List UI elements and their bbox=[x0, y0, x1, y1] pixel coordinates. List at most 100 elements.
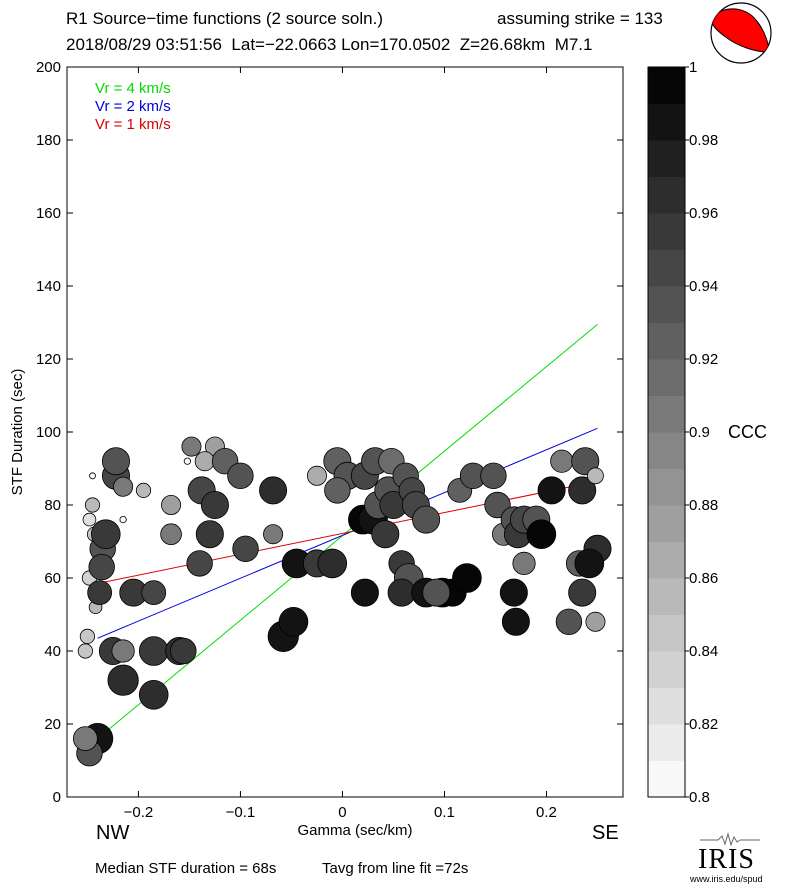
data-point bbox=[141, 580, 167, 605]
direction-left-label: NW bbox=[96, 822, 130, 844]
vr-line-1 bbox=[97, 427, 598, 639]
colorbar-tick-label: 0.98 bbox=[689, 132, 718, 149]
colorbar-tick-label: 0.92 bbox=[689, 351, 718, 368]
data-point bbox=[186, 550, 213, 577]
y-tick-label: 40 bbox=[44, 643, 61, 660]
colorbar-band bbox=[648, 687, 685, 725]
y-tick-label: 120 bbox=[36, 351, 61, 368]
colorbar-label: CCC bbox=[728, 422, 767, 442]
data-point bbox=[77, 643, 93, 659]
data-point bbox=[571, 447, 600, 476]
colorbar-band bbox=[648, 67, 685, 104]
colorbar-band bbox=[648, 359, 685, 396]
y-tick-label: 100 bbox=[36, 424, 61, 441]
colorbar-band bbox=[648, 760, 685, 798]
data-point bbox=[587, 467, 604, 485]
data-point bbox=[550, 449, 574, 473]
data-point bbox=[87, 580, 113, 605]
x-tick-label: 0 bbox=[338, 804, 346, 821]
y-tick-label: 160 bbox=[36, 205, 61, 222]
colorbar-tick-label: 0.82 bbox=[689, 716, 718, 733]
x-tick-label: −0.2 bbox=[124, 804, 154, 821]
colorbar-tick-label: 1 bbox=[689, 59, 697, 76]
data-point bbox=[412, 505, 441, 534]
x-tick-label: −0.1 bbox=[226, 804, 256, 821]
data-point bbox=[183, 457, 191, 465]
colorbar-band bbox=[648, 103, 685, 141]
data-point bbox=[568, 476, 597, 505]
colorbar-band bbox=[648, 724, 685, 761]
data-point bbox=[317, 548, 348, 579]
colorbar-band bbox=[648, 432, 685, 469]
data-point bbox=[90, 519, 121, 549]
data-point bbox=[232, 535, 259, 563]
colorbar-band bbox=[648, 322, 685, 360]
data-point bbox=[555, 608, 583, 636]
colorbar-band bbox=[648, 213, 685, 250]
data-point bbox=[452, 563, 482, 593]
colorbar-tick-label: 0.94 bbox=[689, 278, 718, 295]
iris-logo: IRIS www.iris.edu/spud bbox=[690, 832, 775, 884]
legend-entry: Vr = 4 km/s bbox=[95, 80, 171, 97]
data-point bbox=[306, 465, 327, 486]
colorbar-band bbox=[648, 176, 685, 214]
colorbar-band bbox=[648, 286, 685, 323]
data-point bbox=[371, 520, 400, 549]
data-point bbox=[227, 462, 254, 490]
y-tick-label: 140 bbox=[36, 278, 61, 295]
data-point bbox=[324, 477, 351, 504]
legend-entry: Vr = 2 km/s bbox=[95, 98, 171, 115]
median-duration-label: Median STF duration = 68s bbox=[95, 860, 277, 877]
colorbar-band bbox=[648, 505, 685, 542]
colorbar-band bbox=[648, 468, 685, 506]
x-tick-label: 0.1 bbox=[434, 804, 455, 821]
colorbar-band bbox=[648, 395, 685, 433]
data-point bbox=[161, 494, 182, 515]
y-tick-label: 60 bbox=[44, 570, 61, 587]
y-tick-label: 0 bbox=[53, 789, 61, 806]
data-point bbox=[422, 578, 451, 607]
data-point bbox=[181, 436, 202, 457]
data-point bbox=[111, 639, 135, 663]
data-point bbox=[113, 476, 134, 497]
colorbar-tick-label: 0.86 bbox=[689, 570, 718, 587]
data-point bbox=[200, 490, 229, 519]
data-point bbox=[84, 497, 101, 513]
data-point bbox=[585, 611, 606, 632]
colorbar-tick-label: 0.96 bbox=[689, 205, 718, 222]
vr-line-0 bbox=[97, 323, 598, 739]
colorbar-band bbox=[648, 249, 685, 287]
beachball-icon bbox=[710, 2, 772, 64]
x-axis-label: Gamma (sec/km) bbox=[297, 822, 412, 839]
data-point bbox=[526, 519, 557, 549]
data-point bbox=[480, 462, 507, 490]
data-point bbox=[119, 515, 127, 524]
data-point bbox=[101, 447, 130, 476]
data-point bbox=[568, 578, 597, 607]
data-point bbox=[138, 636, 169, 666]
x-tick-label: 0.2 bbox=[536, 804, 557, 821]
data-point bbox=[135, 482, 152, 498]
strike-label: assuming strike = 133 bbox=[497, 9, 663, 28]
colorbar-tick-label: 0.88 bbox=[689, 497, 718, 514]
data-point bbox=[89, 472, 96, 480]
legend-entry: Vr = 1 km/s bbox=[95, 116, 171, 133]
event-info: 2018/08/29 03:51:56 Lat=−22.0663 Lon=170… bbox=[66, 35, 593, 54]
data-point bbox=[170, 637, 197, 665]
y-tick-label: 200 bbox=[36, 59, 61, 76]
data-point bbox=[537, 476, 566, 505]
y-tick-label: 80 bbox=[44, 497, 61, 514]
logo-url: www.iris.edu/spud bbox=[690, 874, 763, 884]
colorbar-band bbox=[648, 140, 685, 177]
data-point bbox=[79, 628, 96, 645]
colorbar-tick-label: 0.84 bbox=[689, 643, 718, 660]
data-point bbox=[195, 520, 224, 549]
colorbar-band bbox=[648, 651, 685, 688]
data-point bbox=[160, 523, 182, 545]
data-point bbox=[263, 524, 284, 545]
colorbar-tick-label: 0.9 bbox=[689, 424, 710, 441]
seismogram-icon bbox=[700, 832, 760, 846]
tavg-label: Tavg from line fit =72s bbox=[322, 860, 469, 877]
colorbar-tick-label: 0.8 bbox=[689, 789, 710, 806]
